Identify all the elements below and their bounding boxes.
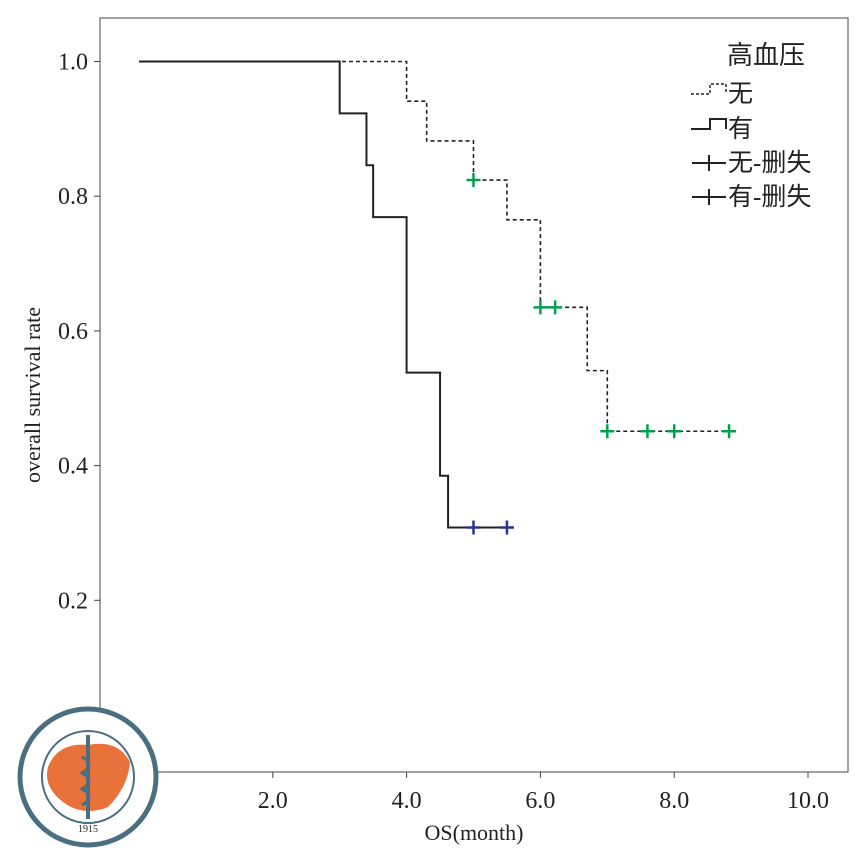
y-tick-label: 0.4 bbox=[58, 454, 88, 480]
legend-entry: 无 bbox=[728, 81, 753, 108]
censor-mark bbox=[466, 173, 481, 188]
y-tick-label: 0.2 bbox=[58, 588, 88, 614]
censor-mark bbox=[533, 300, 548, 315]
y-tick-label: 0.6 bbox=[58, 319, 88, 345]
legend-title: 高血压 bbox=[727, 41, 805, 70]
legend-swatch-solid bbox=[691, 118, 727, 130]
x-tick-label: 10.0 bbox=[787, 788, 829, 814]
x-tick-label: 8.0 bbox=[659, 788, 689, 814]
censor-mark bbox=[667, 424, 682, 439]
censor-mark bbox=[466, 520, 481, 535]
y-tick-label: 0.8 bbox=[58, 184, 88, 210]
plot-frame bbox=[99, 17, 849, 773]
svg-text:1915: 1915 bbox=[78, 824, 98, 835]
x-axis-label: OS(month) bbox=[425, 820, 524, 845]
censor-mark bbox=[548, 300, 563, 315]
censor-mark bbox=[499, 520, 514, 535]
y-axis-label: overall survival rate bbox=[20, 307, 45, 483]
legend: 高血压 无 有 无-删失 有-删失 bbox=[691, 41, 811, 211]
y-tick-label: 1.0 bbox=[58, 50, 88, 76]
legend-entry: 无-删失 bbox=[728, 149, 811, 177]
censor-mark bbox=[640, 424, 655, 439]
legend-censor-swatch bbox=[692, 155, 726, 171]
legend-entry: 有-删失 bbox=[728, 183, 811, 211]
censor-mark bbox=[600, 424, 615, 439]
survival-curve-none bbox=[139, 60, 730, 433]
legend-entry: 有 bbox=[728, 115, 753, 143]
cma-watermark-logo: 1915 bbox=[17, 706, 159, 848]
x-tick-label: 4.0 bbox=[392, 788, 422, 814]
survival-curve-yes bbox=[139, 60, 507, 529]
x-tick-label: 6.0 bbox=[525, 788, 555, 814]
legend-swatch-dashed bbox=[691, 83, 727, 95]
legend-censor-swatch bbox=[692, 189, 726, 205]
x-tick-label: 2.0 bbox=[258, 788, 288, 814]
censor-mark bbox=[722, 424, 737, 439]
